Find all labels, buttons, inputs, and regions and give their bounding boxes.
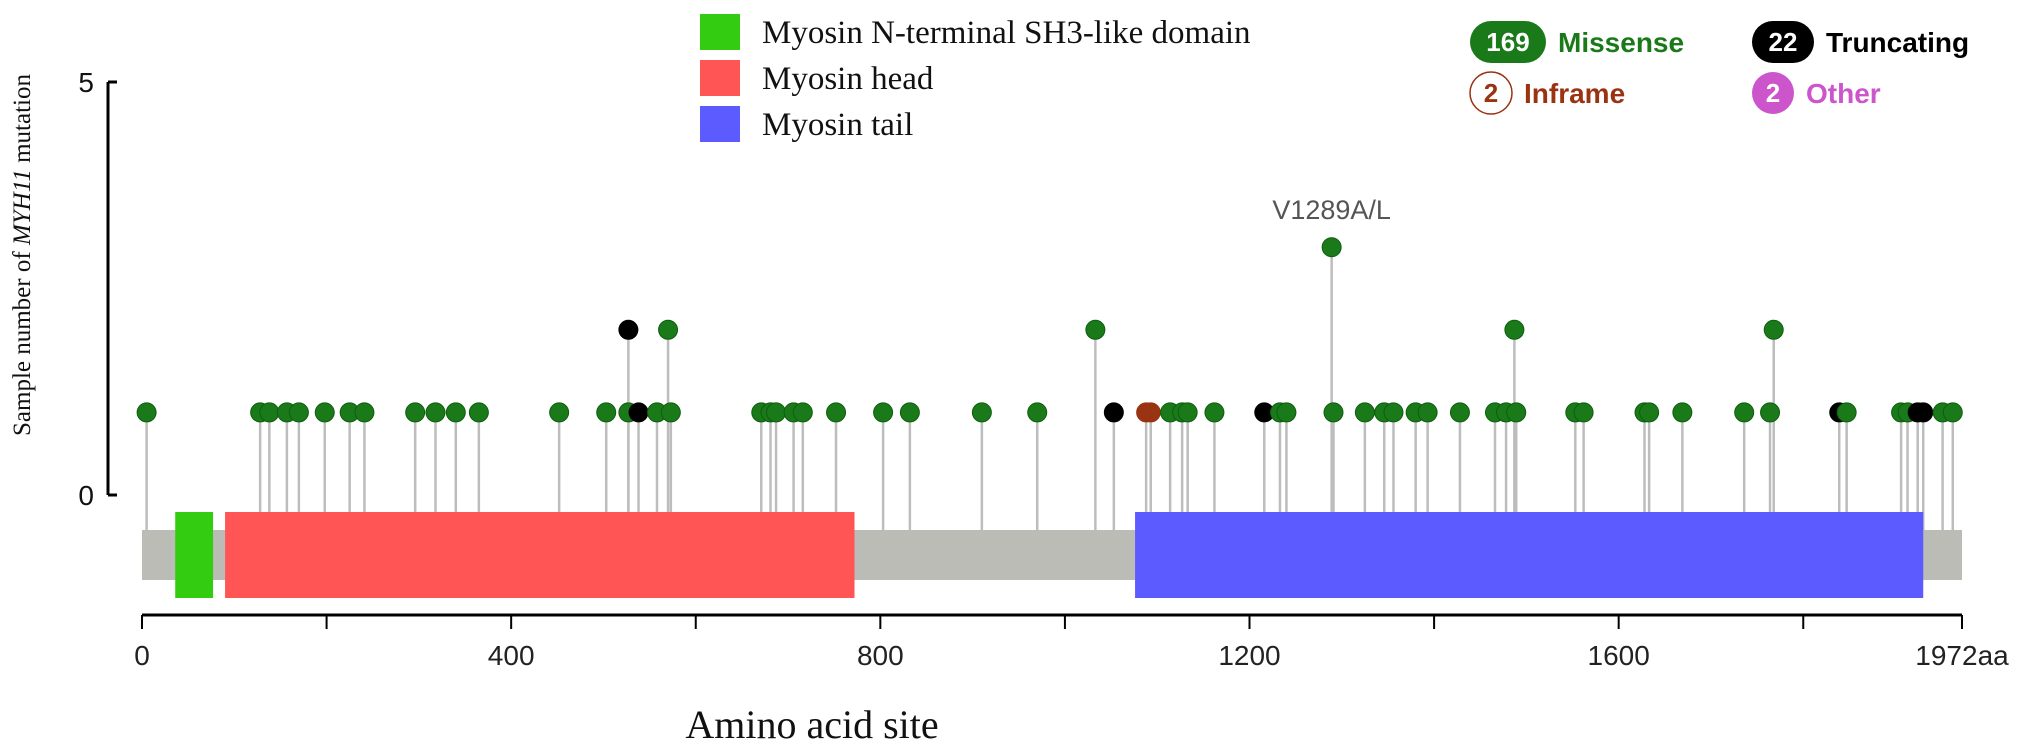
mutation-dot-missense	[1383, 402, 1404, 423]
annotation-label: V1289A/L	[1272, 195, 1391, 225]
mutation-dot-missense	[1354, 402, 1375, 423]
legend-label-inframe: Inframe	[1524, 78, 1625, 109]
mutation-dot-missense	[445, 402, 466, 423]
y-tick-label: 0	[78, 480, 94, 511]
mutation-dot-missense	[1836, 402, 1857, 423]
mutation-type-legend: 169 Missense 22 Truncating 2 Inframe 2 Other	[1469, 21, 1969, 115]
mutation-dot-missense	[425, 402, 446, 423]
legend-label-missense: Missense	[1558, 27, 1684, 58]
mutation-dot-truncating	[1103, 402, 1124, 423]
mutation-dot-truncating	[618, 319, 639, 340]
x-axis-title: Amino acid site	[685, 702, 938, 746]
domain-legend-swatch	[700, 106, 740, 142]
mutation-dot-missense	[826, 402, 847, 423]
mutation-dot-missense	[1760, 402, 1781, 423]
mutation-dot-missense	[1449, 402, 1470, 423]
mutation-dot-missense	[1672, 402, 1693, 423]
domain-block	[1135, 512, 1924, 598]
mutation-dot-missense	[792, 402, 813, 423]
y-axis-title-suffix: mutation	[9, 74, 36, 170]
mutation-dot-missense	[660, 402, 681, 423]
axes: 0 5 0 400 800 1200 1600 1972aa	[78, 67, 2009, 671]
domain-block	[225, 512, 855, 598]
mutation-dot-missense	[1506, 402, 1527, 423]
mutation-dot-missense	[354, 402, 375, 423]
mutation-dots	[136, 237, 1963, 423]
legend-count-missense: 169	[1486, 27, 1529, 57]
x-tick-label: 1972aa	[1915, 640, 2009, 671]
mutation-dot-missense	[1734, 402, 1755, 423]
legend-badge-missense	[1470, 21, 1546, 63]
y-axis-title-gene: MYH11	[9, 169, 36, 246]
mutation-dot-missense	[596, 402, 617, 423]
legend-badge-inframe	[1469, 71, 1513, 115]
mutation-dot-missense	[1177, 402, 1198, 423]
mutation-dot-missense	[1942, 402, 1963, 423]
mutation-dot-missense	[1323, 402, 1344, 423]
mutation-dot-missense	[971, 402, 992, 423]
mutation-dot-missense	[136, 402, 157, 423]
domain-legend-label: Myosin tail	[762, 107, 913, 143]
mutation-dot-missense	[1204, 402, 1225, 423]
mutation-dot-missense	[766, 402, 787, 423]
domain-legend: Myosin N-terminal SH3-like domain Myosin …	[700, 14, 1251, 143]
y-axis-title-prefix: Sample number of	[9, 245, 36, 436]
domain-legend-label: Myosin head	[762, 61, 934, 97]
mutation-dot-missense	[899, 402, 920, 423]
mutation-dot-missense	[288, 402, 309, 423]
mutation-dot-missense	[259, 402, 280, 423]
x-tick-label: 800	[857, 640, 904, 671]
legend-badge-other	[1752, 72, 1794, 114]
mutation-dot-missense	[314, 402, 335, 423]
x-tick-label: 1600	[1588, 640, 1650, 671]
mutation-dot-missense	[1639, 402, 1660, 423]
mutation-dot-missense	[1763, 319, 1784, 340]
mutation-dot-missense	[1321, 237, 1342, 258]
domain-legend-swatch	[700, 14, 740, 50]
x-tick-label: 0	[134, 640, 150, 671]
legend-badge-truncating	[1752, 21, 1814, 63]
mutation-dot-missense	[1085, 319, 1106, 340]
mutation-dot-truncating	[628, 402, 649, 423]
mutation-dot-missense	[468, 402, 489, 423]
mutation-dot-missense	[1276, 402, 1297, 423]
y-axis-title: Sample number of MYH11 mutation	[9, 74, 36, 437]
mutation-dot-inframe	[1140, 402, 1161, 423]
legend-count-other: 2	[1766, 78, 1780, 108]
mutation-dot-missense	[1504, 319, 1525, 340]
mutation-dot-missense	[405, 402, 426, 423]
x-tick-label: 400	[488, 640, 535, 671]
x-tick-label: 1200	[1218, 640, 1280, 671]
domain-block	[175, 512, 214, 598]
mutation-dot-missense	[549, 402, 570, 423]
mutation-dot-missense	[658, 319, 679, 340]
y-tick-label: 5	[78, 67, 94, 98]
mutation-dot-missense	[873, 402, 894, 423]
domain-legend-swatch	[700, 60, 740, 96]
mutation-stems	[145, 247, 1955, 530]
mutation-dot-missense	[1573, 402, 1594, 423]
mutation-dot-missense	[1027, 402, 1048, 423]
legend-label-other: Other	[1806, 78, 1881, 109]
legend-count-inframe: 2	[1484, 78, 1498, 108]
protein-domains	[175, 512, 1924, 598]
legend-label-truncating: Truncating	[1826, 27, 1969, 58]
mutation-dot-truncating	[1913, 402, 1934, 423]
domain-legend-label: Myosin N-terminal SH3-like domain	[762, 15, 1251, 51]
mutation-dot-missense	[1417, 402, 1438, 423]
legend-count-truncating: 22	[1769, 27, 1798, 57]
